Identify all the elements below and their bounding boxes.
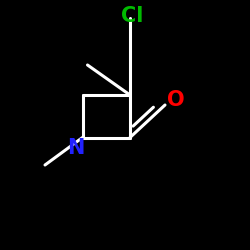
- Text: Cl: Cl: [121, 6, 144, 26]
- Text: N: N: [68, 138, 85, 158]
- Text: O: O: [168, 90, 185, 110]
